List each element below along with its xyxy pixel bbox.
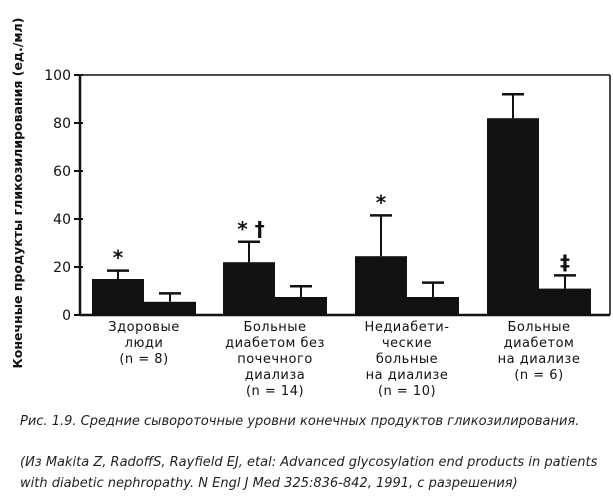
category-label: (n = 14) [246, 384, 304, 399]
bar [275, 297, 327, 315]
category-label: диабетом [504, 336, 575, 351]
category-label: почечного [237, 352, 313, 367]
category-label: больные [376, 352, 438, 367]
category-label: Больные [243, 320, 306, 335]
bar [407, 297, 459, 315]
significance-marker: * † [237, 217, 264, 241]
category-label: ческие [382, 336, 432, 351]
category-label: (n = 6) [514, 368, 563, 383]
category-label: диабетом без [225, 336, 325, 351]
figure-caption: Рис. 1.9. Средние сывороточные уровни ко… [20, 414, 580, 429]
bar [92, 279, 144, 315]
category-label: Недиабети- [365, 320, 450, 335]
significance-marker: * [376, 190, 387, 214]
category-label: (n = 8) [119, 352, 168, 367]
y-tick-label: 0 [62, 308, 71, 324]
y-tick-label: 80 [53, 116, 71, 132]
y-tick-label: 40 [53, 212, 71, 228]
significance-marker: ‡ [560, 250, 570, 274]
category-label: Больные [507, 320, 570, 335]
bar [223, 262, 275, 315]
category-label: на диализе [498, 352, 581, 367]
category-label: (n = 10) [378, 384, 436, 399]
bar [487, 118, 539, 315]
figure-source-note: (Из Makita Z, RadoffS, Rayfield EJ, etal… [20, 455, 598, 491]
y-tick-label: 20 [53, 260, 71, 276]
bar-chart: 0 20 40 60 80 100 Конечные продукты гликозилир… [10, 18, 611, 399]
y-axis-label: Конечные продукты гликозилирования (ед./… [10, 18, 25, 369]
y-tick-label: 60 [53, 164, 71, 180]
bar [539, 288, 591, 315]
category-label: Здоровые [108, 320, 179, 335]
bar [355, 256, 407, 315]
chart-bars [92, 92, 591, 315]
category-label: люди [125, 336, 164, 351]
category-label: на диализе [366, 368, 449, 383]
y-tick-label: 100 [44, 68, 71, 84]
category-label: диализа [245, 368, 306, 383]
bar [144, 301, 196, 315]
significance-marker: * [113, 246, 124, 270]
